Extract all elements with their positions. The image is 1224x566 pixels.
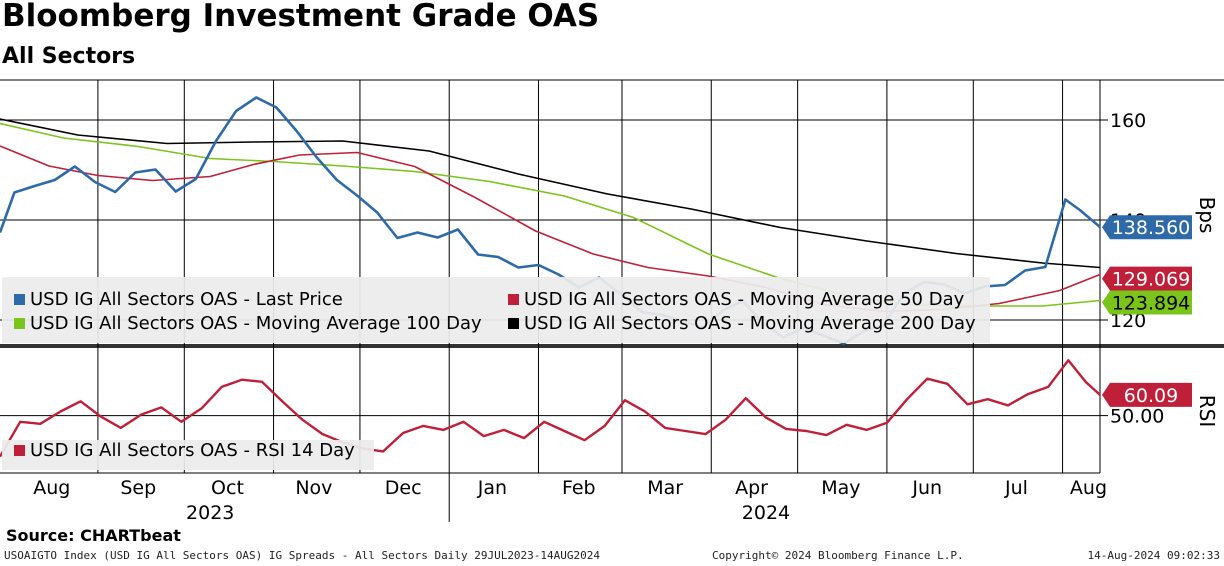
ma50-flag: 129.069 (1102, 266, 1192, 291)
legend-swatch (508, 294, 519, 305)
x-month-label: Mar (647, 477, 683, 499)
x-month-label: Aug (1070, 477, 1107, 499)
x-month-label: Feb (562, 477, 596, 499)
footer-copyright: Copyright© 2024 Bloomberg Finance L.P. (712, 549, 964, 562)
value-flag-shape (1102, 215, 1192, 240)
legend-swatch (14, 445, 25, 456)
legend-label: USD IG All Sectors OAS - Moving Average … (30, 313, 482, 334)
legends: USD IG All Sectors OAS - Last Price USD I… (2, 277, 990, 470)
x-month-label: Dec (385, 477, 422, 499)
x-month-label: Aug (33, 477, 70, 499)
legend-label: USD IG All Sectors OAS - RSI 14 Day (30, 440, 355, 461)
x-month-label: Jan (477, 477, 507, 499)
rsi-tick-label: 50.00 (1110, 406, 1164, 428)
source-note: Source: CHARTbeat (6, 526, 181, 545)
legend-swatch (14, 318, 25, 329)
y-tick-label: 120 (1110, 310, 1146, 332)
y-tick-label: 160 (1110, 110, 1146, 132)
value-flag-text: 138.560 (1112, 217, 1191, 239)
y-axis-label: Bps (1195, 197, 1219, 234)
x-month-label: Oct (211, 477, 244, 499)
chart-subtitle: All Sectors (2, 44, 136, 69)
main-legend-box (2, 277, 990, 343)
value-flag-shape (1102, 382, 1192, 407)
x-year-label: 2024 (742, 502, 790, 524)
rsi-line (0, 359, 1101, 458)
legend-swatch (508, 318, 519, 329)
footer-timestamp: 14-Aug-2024 09:02:33 (1087, 549, 1220, 562)
x-month-label: Nov (295, 477, 332, 499)
chart-title: Bloomberg Investment Grade OAS (2, 0, 600, 34)
x-month-label: Apr (735, 477, 768, 499)
legend-swatch (14, 294, 25, 305)
series-line-ma200 (0, 118, 1101, 269)
rsi-flag: 60.09 (1102, 382, 1192, 407)
x-month-label: Sep (120, 477, 156, 499)
legend-label: USD IG All Sectors OAS - Moving Average … (524, 313, 976, 334)
x-month-label: Jun (911, 477, 942, 499)
x-month-label: May (821, 477, 860, 499)
x-year-label: 2023 (186, 502, 234, 524)
value-flag-shape (1102, 290, 1192, 315)
value-flag-text: 60.09 (1124, 385, 1178, 407)
last-price-flag: 138.560 (1102, 215, 1192, 240)
x-month-label: Jul (1004, 477, 1028, 499)
value-flag-text: 129.069 (1112, 269, 1191, 291)
footer-description: USOAIGTO Index (USD IG All Sectors OAS) … (4, 549, 601, 562)
ma100-flag: 123.894 (1102, 290, 1192, 315)
rsi-axis-label: RSI (1195, 395, 1219, 428)
legend-label: USD IG All Sectors OAS - Last Price (30, 289, 343, 310)
value-flag-shape (1102, 266, 1192, 291)
rsi-legend-box (2, 440, 374, 470)
value-flag-text: 123.894 (1112, 293, 1191, 315)
legend-label: USD IG All Sectors OAS - Moving Average … (524, 289, 965, 310)
axes: 12014016050.00AugSepOctNovDecJanFebMarAp… (33, 110, 1219, 524)
